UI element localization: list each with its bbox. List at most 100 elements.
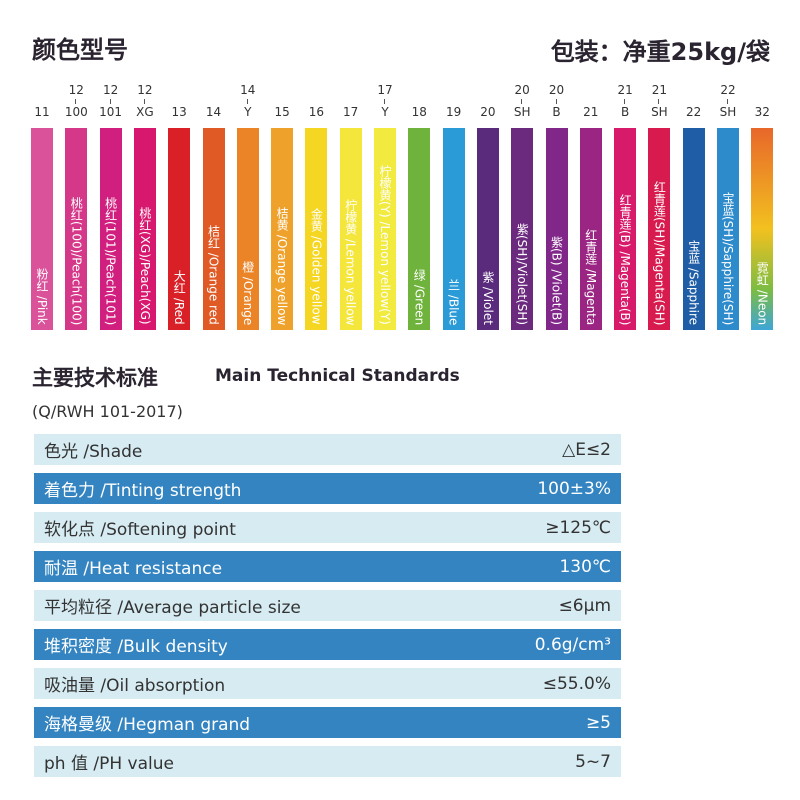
- code-prefix: 20: [514, 83, 530, 97]
- code-divider: [384, 99, 385, 104]
- color-bar: 桔红 /Orange red: [202, 128, 225, 330]
- code-suffix: SH: [719, 105, 737, 119]
- color-label: 兰 /Blue: [446, 278, 461, 325]
- property-name: 软化点 /Softening point: [44, 520, 236, 540]
- color-swatch: 17 柠檬黄 /Lemon yellow: [339, 78, 362, 333]
- property-value: ≥5: [585, 712, 611, 733]
- property-value: 5~7: [575, 751, 611, 772]
- code-suffix: 19: [445, 105, 462, 119]
- color-label: 宝蓝(SH)/Sapphire(SH): [721, 191, 735, 325]
- standards-title-en: Main Technical Standards: [215, 366, 460, 386]
- color-bar: 桃红(XG)/Peach(XG): [133, 128, 156, 330]
- property-value: △E≤2: [562, 439, 611, 460]
- code-divider: [75, 99, 77, 104]
- color-label: 桔红 /Orange red: [206, 225, 221, 325]
- property-value: ≤55.0%: [542, 673, 611, 694]
- color-swatch: 22 宝蓝 /Sapphire: [682, 78, 705, 333]
- code-divider: [521, 99, 523, 104]
- property-name: 耐温 /Heat resistance: [44, 559, 223, 579]
- standards-title-cn: 主要技术标准: [32, 366, 158, 390]
- color-bar: 桃红(100)/Peach(100): [65, 128, 88, 330]
- color-swatch: 21 SH 红青莲(SH)/Magenta(SH): [648, 78, 671, 333]
- code-divider: [555, 99, 557, 104]
- color-label: 绿 /Green: [412, 268, 427, 325]
- code-prefix: 22: [720, 83, 736, 97]
- color-bar: 紫 /Violet: [476, 128, 499, 330]
- code-divider: [109, 99, 111, 104]
- color-swatch: 12 100 桃红(100)/Peach(100): [65, 78, 88, 333]
- color-bar: 桔黄 /Orange yellow: [271, 128, 294, 330]
- color-label: 红青莲(SH)/Magenta(SH): [652, 180, 667, 325]
- code-suffix: 101: [99, 105, 123, 119]
- table-row: 色光 /Shade △E≤2: [34, 434, 621, 465]
- code-divider: [624, 99, 626, 104]
- color-bar: 绿 /Green: [408, 128, 431, 330]
- code-prefix: 12: [68, 83, 84, 97]
- color-swatch: 13 大红 /Red: [168, 78, 191, 333]
- color-swatch-list: 11 粉红 /Pink 12 100 桃红(100)/Peach(100) 12…: [31, 78, 776, 333]
- color-label: 紫(B) /Violet(B): [549, 235, 564, 325]
- code-suffix: 17: [343, 105, 359, 119]
- color-bar: 大红 /Red: [168, 128, 191, 330]
- color-label: 红青莲(B) /Magenta(B): [618, 193, 633, 325]
- property-name: 吸油量 /Oil absorption: [44, 676, 226, 696]
- packaging-info: 包装：净重25kg/袋: [550, 38, 770, 66]
- code-suffix: 20: [480, 105, 496, 119]
- table-row: 平均粒径 /Average particle size ≤6μm: [34, 590, 621, 621]
- property-value: ≥125℃: [545, 517, 611, 538]
- code-suffix: SH: [513, 105, 531, 119]
- standard-code: (Q/RWH 101-2017): [32, 402, 183, 421]
- page-title: 颜色型号: [32, 36, 128, 64]
- code-suffix: 13: [171, 105, 187, 119]
- property-value: 130℃: [559, 556, 611, 577]
- code-prefix: 21: [617, 83, 633, 97]
- code-suffix: 15: [274, 105, 290, 119]
- color-bar: 柠檬黄(Y) /Lemon yellow(Y): [374, 128, 396, 330]
- color-swatch: 12 XG 桃红(XG)/Peach(XG): [133, 78, 156, 333]
- color-label: 橙 /Orange: [240, 260, 255, 325]
- color-bar: 紫(SH)/Violet(SH): [511, 128, 534, 330]
- code-suffix: 32: [754, 105, 770, 119]
- color-swatch: 20 SH 紫(SH)/Violet(SH): [511, 78, 534, 333]
- color-label: 桃红(100)/Peach(100): [69, 196, 84, 325]
- table-row: 吸油量 /Oil absorption ≤55.0%: [34, 668, 621, 699]
- color-bar: 宝蓝(SH)/Sapphire(SH): [717, 128, 739, 330]
- property-name: 平均粒径 /Average particle size: [44, 598, 301, 618]
- property-name: ph 值 /PH value: [44, 754, 174, 774]
- color-label: 宝蓝 /Sapphire: [686, 239, 701, 325]
- color-swatch: 22 SH 宝蓝(SH)/Sapphire(SH): [717, 78, 739, 333]
- code-suffix: 100: [64, 105, 88, 119]
- color-bar: 粉红 /Pink: [31, 128, 53, 330]
- color-label: 金黄 /Golden yellow: [309, 208, 324, 325]
- code-suffix: 11: [34, 105, 50, 119]
- code-suffix: Y: [244, 105, 252, 119]
- code-divider: [246, 99, 248, 104]
- color-swatch: 32 霓虹 /Neon: [751, 78, 774, 333]
- code-prefix: 20: [548, 83, 565, 97]
- code-suffix: 22: [686, 105, 702, 119]
- color-bar: 紫(B) /Violet(B): [545, 128, 568, 330]
- property-value: 0.6g/cm³: [534, 634, 611, 655]
- code-suffix: 16: [308, 105, 325, 119]
- color-label: 粉红 /Pink: [35, 268, 49, 325]
- color-label: 红青莲 /Magenta: [583, 228, 598, 325]
- code-suffix: SH: [651, 105, 668, 119]
- code-suffix: XG: [136, 105, 154, 119]
- color-bar: 宝蓝 /Sapphire: [682, 128, 705, 330]
- code-prefix: 12: [102, 83, 119, 97]
- code-suffix: 14: [205, 105, 222, 119]
- code-prefix: 14: [240, 83, 256, 97]
- property-name: 海格曼级 /Hegman grand: [44, 715, 251, 735]
- color-bar: 霓虹 /Neon: [751, 128, 774, 330]
- property-value: ≤6μm: [558, 595, 611, 616]
- color-bar: 柠檬黄 /Lemon yellow: [339, 128, 362, 330]
- code-prefix: 12: [137, 83, 153, 97]
- code-suffix: B: [552, 105, 561, 119]
- property-value: 100±3%: [537, 478, 611, 499]
- code-suffix: 18: [411, 105, 427, 119]
- color-bar: 桃红(101)/Peach(101): [99, 128, 122, 330]
- table-row: 耐温 /Heat resistance 130℃: [34, 551, 621, 582]
- table-row: 着色力 /Tinting strength 100±3%: [34, 473, 621, 504]
- table-row: 海格曼级 /Hegman grand ≥5: [34, 707, 621, 738]
- color-label: 桔黄 /Orange yellow: [275, 206, 290, 325]
